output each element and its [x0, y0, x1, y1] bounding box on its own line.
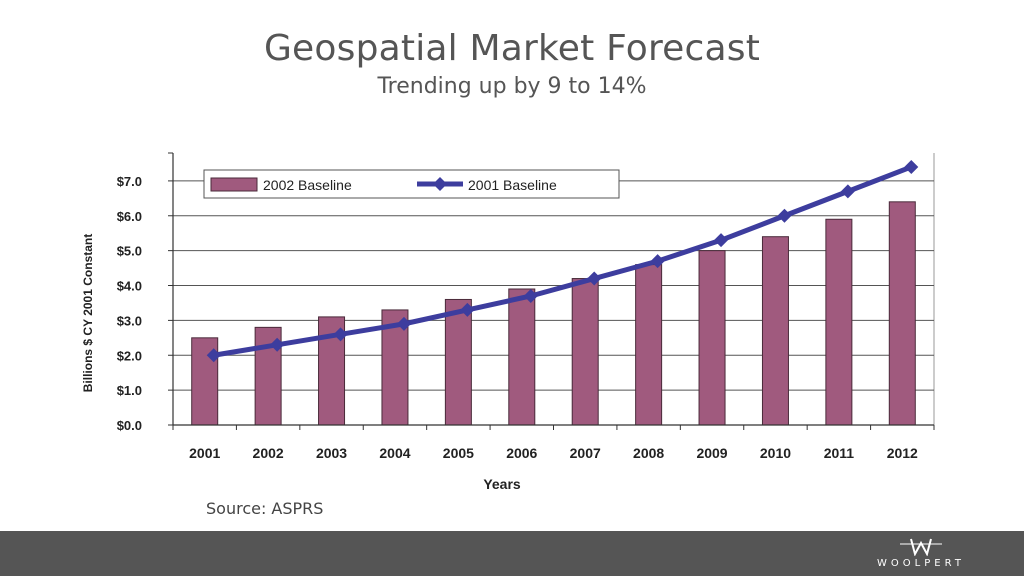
y-tick-label: $6.0	[117, 209, 142, 224]
bar-2002-baseline	[508, 288, 536, 426]
x-tick-label: 2001	[189, 445, 220, 461]
line-point-2001-baseline	[904, 159, 919, 174]
x-tick-label: 2002	[253, 445, 284, 461]
bar-2002-baseline	[191, 337, 219, 426]
bar-2002-baseline	[698, 250, 726, 426]
line-point-2001-baseline	[460, 302, 475, 317]
bar-2002-baseline	[761, 236, 789, 426]
y-tick-label: $4.0	[117, 279, 142, 294]
woolpert-w-icon	[900, 538, 942, 556]
x-tick-label: 2010	[760, 445, 791, 461]
bar-2002-baseline	[888, 201, 916, 426]
legend-swatch-marker	[433, 177, 447, 191]
x-axis-label: Years	[483, 476, 521, 492]
line-2001-baseline	[213, 164, 913, 358]
y-tick-label: $3.0	[117, 313, 142, 328]
line-point-2001-baseline	[650, 254, 665, 269]
legend-label-2002-baseline: 2002 Baseline	[263, 177, 352, 193]
bar-series	[191, 201, 916, 426]
y-tick-label: $2.0	[117, 348, 142, 363]
source-note: Source: ASPRS	[206, 499, 324, 518]
line-point-2001-baseline	[206, 348, 221, 363]
slide-title: Geospatial Market Forecast	[263, 28, 761, 69]
line-point-2001-baseline	[333, 327, 348, 342]
x-tick-label: 2006	[506, 445, 537, 461]
line-point-2001-baseline	[777, 208, 792, 223]
y-axis-label: Billions $ CY 2001 Constant	[81, 234, 95, 393]
x-tick-label: 2008	[633, 445, 664, 461]
line-point-2001-baseline	[523, 288, 538, 303]
line-series	[206, 159, 919, 363]
x-tick-label: 2003	[316, 445, 347, 461]
y-tick-label: $7.0	[117, 174, 142, 189]
slide-subtitle: Trending up by 9 to 14%	[377, 74, 647, 99]
x-tick-label: 2012	[887, 445, 918, 461]
line-point-2001-baseline	[396, 316, 411, 331]
y-tick-label: $1.0	[117, 383, 142, 398]
x-tick-label: 2009	[696, 445, 727, 461]
grid-lines	[173, 153, 935, 426]
legend: 2002 Baseline 2001 Baseline	[203, 169, 620, 199]
y-tick-label: $5.0	[117, 244, 142, 259]
footer-bar	[0, 531, 1024, 576]
bar-2002-baseline	[571, 278, 599, 426]
bar-2002-baseline	[444, 298, 472, 426]
bar-2002-baseline	[825, 218, 853, 426]
woolpert-logo: WOOLPERT	[866, 538, 976, 574]
line-point-2001-baseline	[840, 184, 855, 199]
legend-label-2001-baseline: 2001 Baseline	[468, 177, 557, 193]
x-tick-label: 2011	[824, 445, 855, 461]
x-tick-label: 2005	[443, 445, 474, 461]
x-tick-label: 2007	[570, 445, 601, 461]
x-tick-label: 2004	[379, 445, 410, 461]
bar-2002-baseline	[635, 264, 663, 426]
line-point-2001-baseline	[270, 337, 285, 352]
y-tick-label: $0.0	[117, 418, 142, 433]
logo-text: WOOLPERT	[877, 558, 965, 569]
legend-box	[203, 169, 620, 199]
axes: $0.0 $1.0 $2.0 $3.0 $4.0 $5.0 $6.0 $7.0 2001 2002…	[117, 152, 935, 461]
line-point-2001-baseline	[587, 271, 602, 286]
legend-swatch-bar	[210, 177, 258, 192]
line-point-2001-baseline	[714, 233, 729, 248]
